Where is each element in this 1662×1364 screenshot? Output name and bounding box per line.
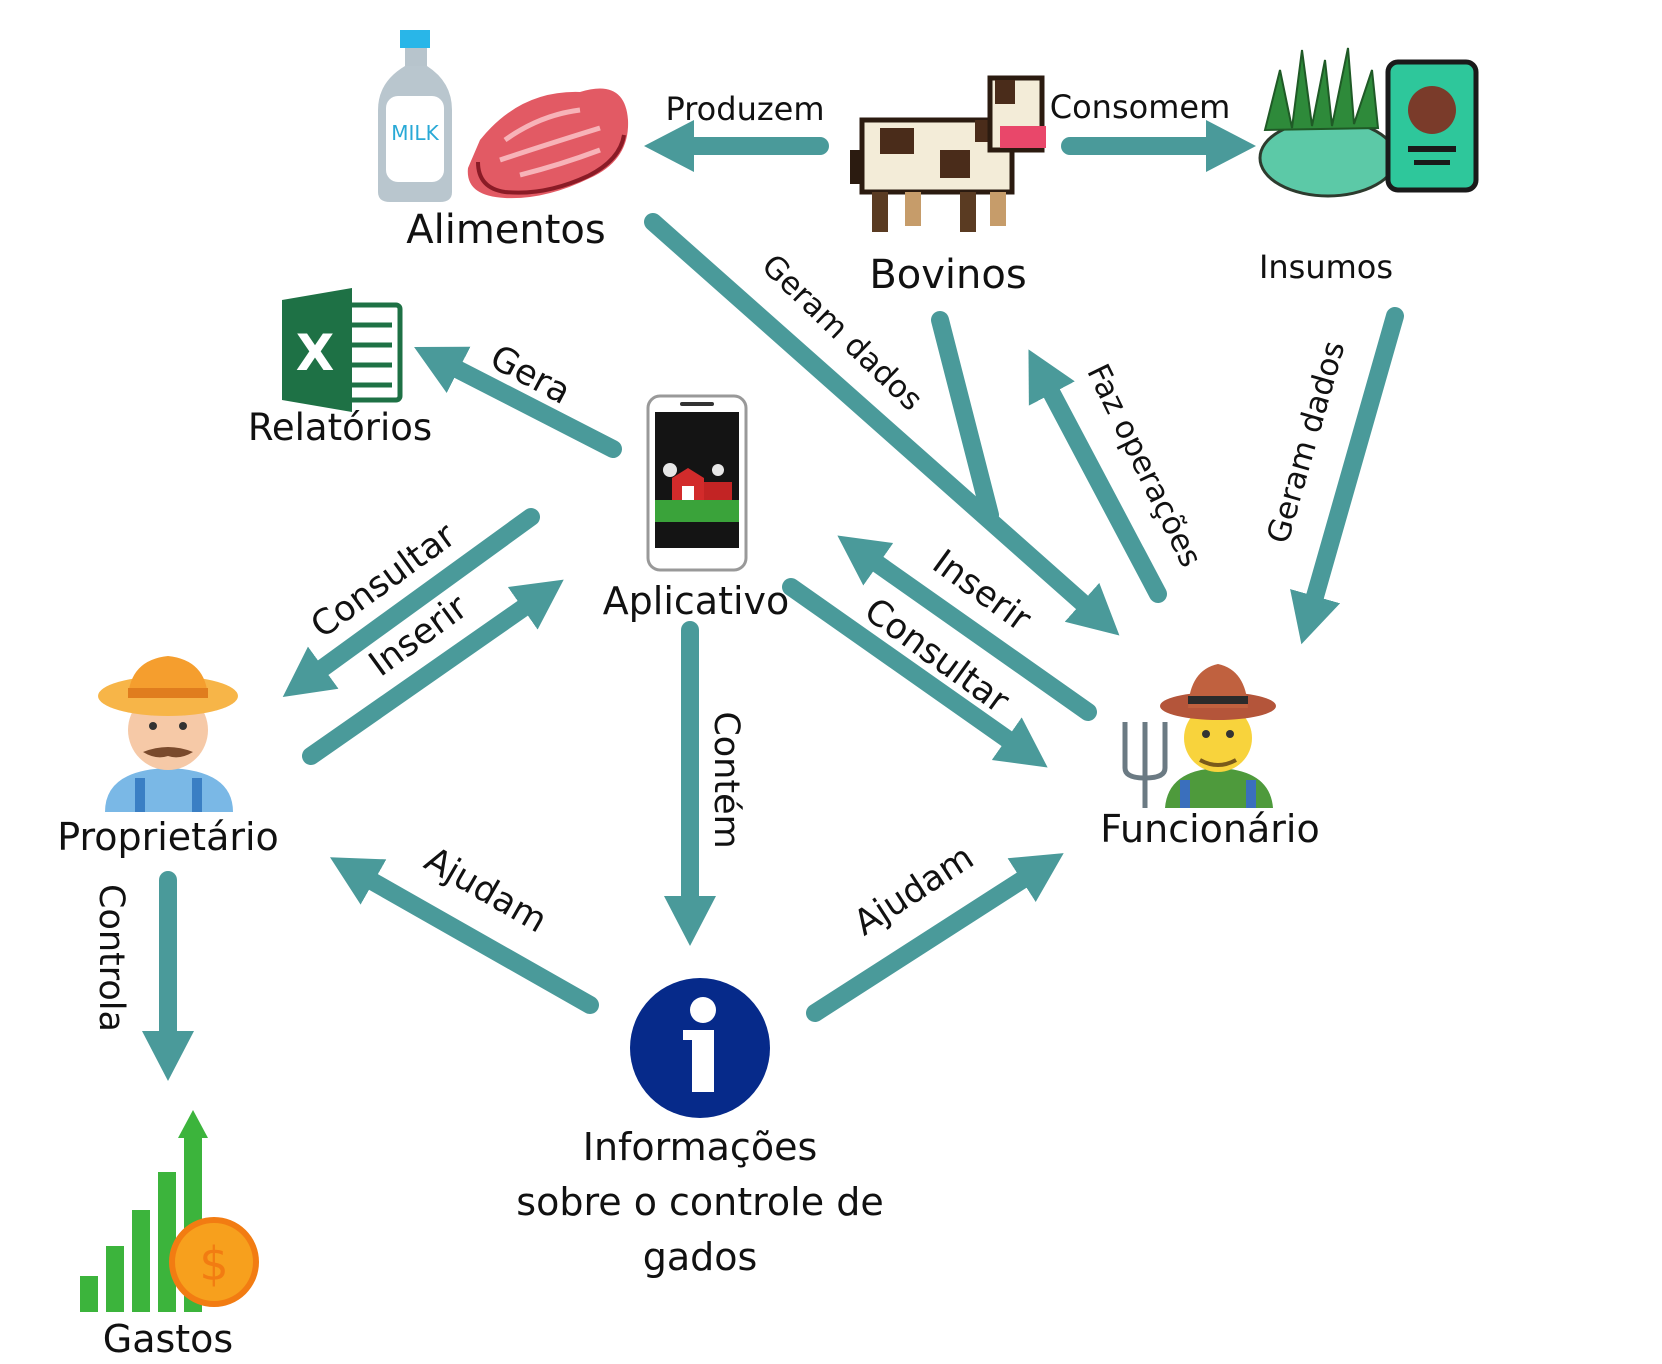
arrow-consultar-funcionario xyxy=(782,578,1048,768)
node-label-informacoes-line-1: Informações xyxy=(583,1125,818,1169)
milk-text: MILK xyxy=(391,121,439,145)
node-label-insumos: Insumos xyxy=(1259,248,1393,286)
label-produzem: Produzem xyxy=(665,90,824,128)
node-label-proprietario: Proprietário xyxy=(57,815,279,859)
label-controla: Controla xyxy=(91,884,131,1032)
milk-bottle-icon: MILK xyxy=(378,30,452,202)
steak-icon xyxy=(467,88,629,199)
node-label-informacoes-line-3: gados xyxy=(643,1235,758,1279)
node-gastos: $ Gastos xyxy=(80,1110,259,1361)
edges xyxy=(142,120,1404,1081)
farm-worker-icon xyxy=(1122,664,1276,808)
coin-symbol: $ xyxy=(199,1237,228,1291)
feed-bag-icon xyxy=(1385,59,1479,193)
node-label-alimentos: Alimentos xyxy=(406,207,606,253)
node-funcionario: Funcionário xyxy=(1100,664,1320,851)
node-insumos: Insumos xyxy=(1258,47,1479,286)
grass-icon xyxy=(1258,47,1398,198)
arrow-geram-dados-alimentos xyxy=(644,213,1120,636)
node-bovinos: Bovinos xyxy=(850,75,1046,298)
label-consomem: Consomem xyxy=(1050,88,1230,126)
node-label-funcionario: Funcionário xyxy=(1100,807,1319,851)
node-proprietario: Proprietário xyxy=(57,656,279,859)
node-relatorios: X Relatórios xyxy=(248,288,432,449)
node-alimentos: MILK Alimentos xyxy=(378,30,629,253)
cow-icon xyxy=(850,75,1046,232)
excel-icon-letter: X xyxy=(296,324,335,382)
node-aplicativo: Aplicativo xyxy=(603,394,790,623)
node-label-bovinos: Bovinos xyxy=(869,252,1026,298)
arrow-faz-operacoes xyxy=(1028,349,1167,603)
expenses-chart-icon: $ xyxy=(80,1110,259,1312)
arrow-consultar-proprietario xyxy=(282,508,540,698)
arrow-inserir-proprietario xyxy=(302,579,564,765)
arrow-inserir-funcionario xyxy=(837,535,1097,721)
arrow-bovinos-down xyxy=(931,311,999,524)
smartphone-farm-icon xyxy=(646,394,748,572)
farmer-owner-icon xyxy=(98,656,238,812)
node-informacoes: Informações sobre o controle de gados xyxy=(516,978,884,1279)
info-icon xyxy=(630,978,770,1118)
excel-icon: X xyxy=(282,288,403,412)
arrow-geram-dados-insumos xyxy=(1290,307,1404,645)
arrow-gera xyxy=(414,346,622,458)
arrow-ajudam-proprietario xyxy=(330,857,599,1014)
label-contem: Contém xyxy=(706,711,746,848)
pitchfork-icon xyxy=(1122,722,1168,808)
arrow-ajudam-funcionario xyxy=(806,853,1064,1022)
node-label-gastos: Gastos xyxy=(103,1317,233,1361)
node-label-aplicativo: Aplicativo xyxy=(603,579,790,623)
node-label-relatorios: Relatórios xyxy=(248,406,432,449)
node-label-informacoes-line-2: sobre o controle de xyxy=(516,1180,883,1224)
